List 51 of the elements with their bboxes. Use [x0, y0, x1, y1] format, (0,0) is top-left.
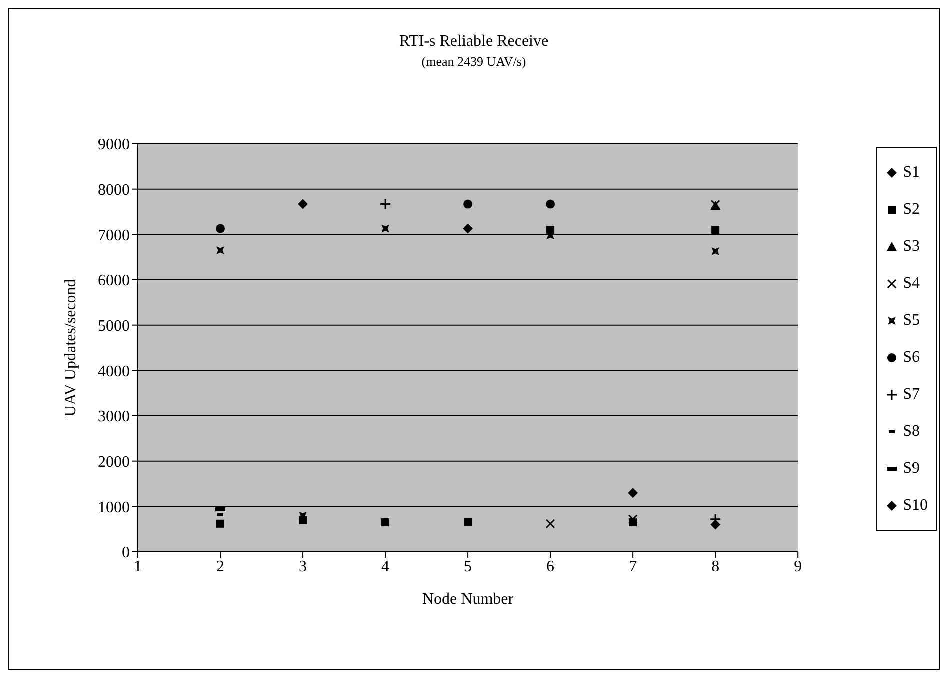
legend-label: S3: [903, 238, 920, 256]
x-tick-label: 8: [712, 558, 720, 576]
x-tick-label: 2: [216, 558, 225, 576]
y-tick-label: 5000: [98, 318, 130, 336]
legend-label: S9: [903, 460, 920, 478]
x-tick-label: 1: [134, 558, 142, 576]
point: [463, 224, 474, 234]
point: [298, 199, 308, 210]
x-tick-label: 7: [629, 558, 638, 576]
point: [710, 520, 721, 530]
point: [216, 246, 224, 254]
legend-label: S2: [903, 200, 920, 218]
legend-label: S6: [903, 348, 920, 366]
legend-label: S7: [903, 386, 920, 404]
y-tick-label: 0: [122, 544, 130, 562]
point: [546, 519, 556, 529]
chart-subtitle: (mean 2439 UAV/s): [420, 54, 528, 70]
legend-label: S10: [903, 496, 928, 514]
y-axis-title: UAV Updates/second: [62, 279, 80, 417]
y-tick-label: 3000: [98, 408, 130, 426]
legend-label: S5: [903, 312, 920, 330]
y-tick-label: 7000: [98, 227, 130, 244]
point: [712, 226, 720, 234]
point: [628, 488, 638, 498]
point: [380, 198, 392, 210]
point: [546, 232, 554, 240]
x-tick-label: 6: [546, 558, 555, 576]
x-tick-label: 4: [382, 558, 390, 576]
x-axis-title: Node Number: [422, 591, 514, 608]
point: [382, 518, 390, 527]
y-tick-label: 8000: [98, 182, 130, 200]
y-tick-label: 9000: [98, 136, 130, 154]
y-tick-label: 2000: [98, 454, 130, 472]
point: [216, 520, 225, 528]
point: [628, 514, 638, 524]
point: [464, 518, 472, 527]
legend-label: S1: [903, 164, 920, 182]
y-tick-label: 4000: [98, 363, 130, 380]
y-tick-label: 6000: [98, 272, 130, 290]
legend-label: S4: [903, 274, 920, 292]
legend-label: S8: [903, 422, 920, 440]
x-tick-label: 9: [794, 558, 802, 576]
point: [712, 248, 720, 256]
point: [382, 224, 390, 233]
point: [546, 200, 556, 209]
chart-title: RTI-s Reliable Receive: [398, 33, 550, 51]
point: [464, 200, 473, 209]
point: [216, 224, 226, 234]
x-tick-label: 3: [299, 558, 308, 576]
x-tick-label: 5: [464, 558, 472, 576]
y-tick-label: 1000: [98, 499, 130, 516]
